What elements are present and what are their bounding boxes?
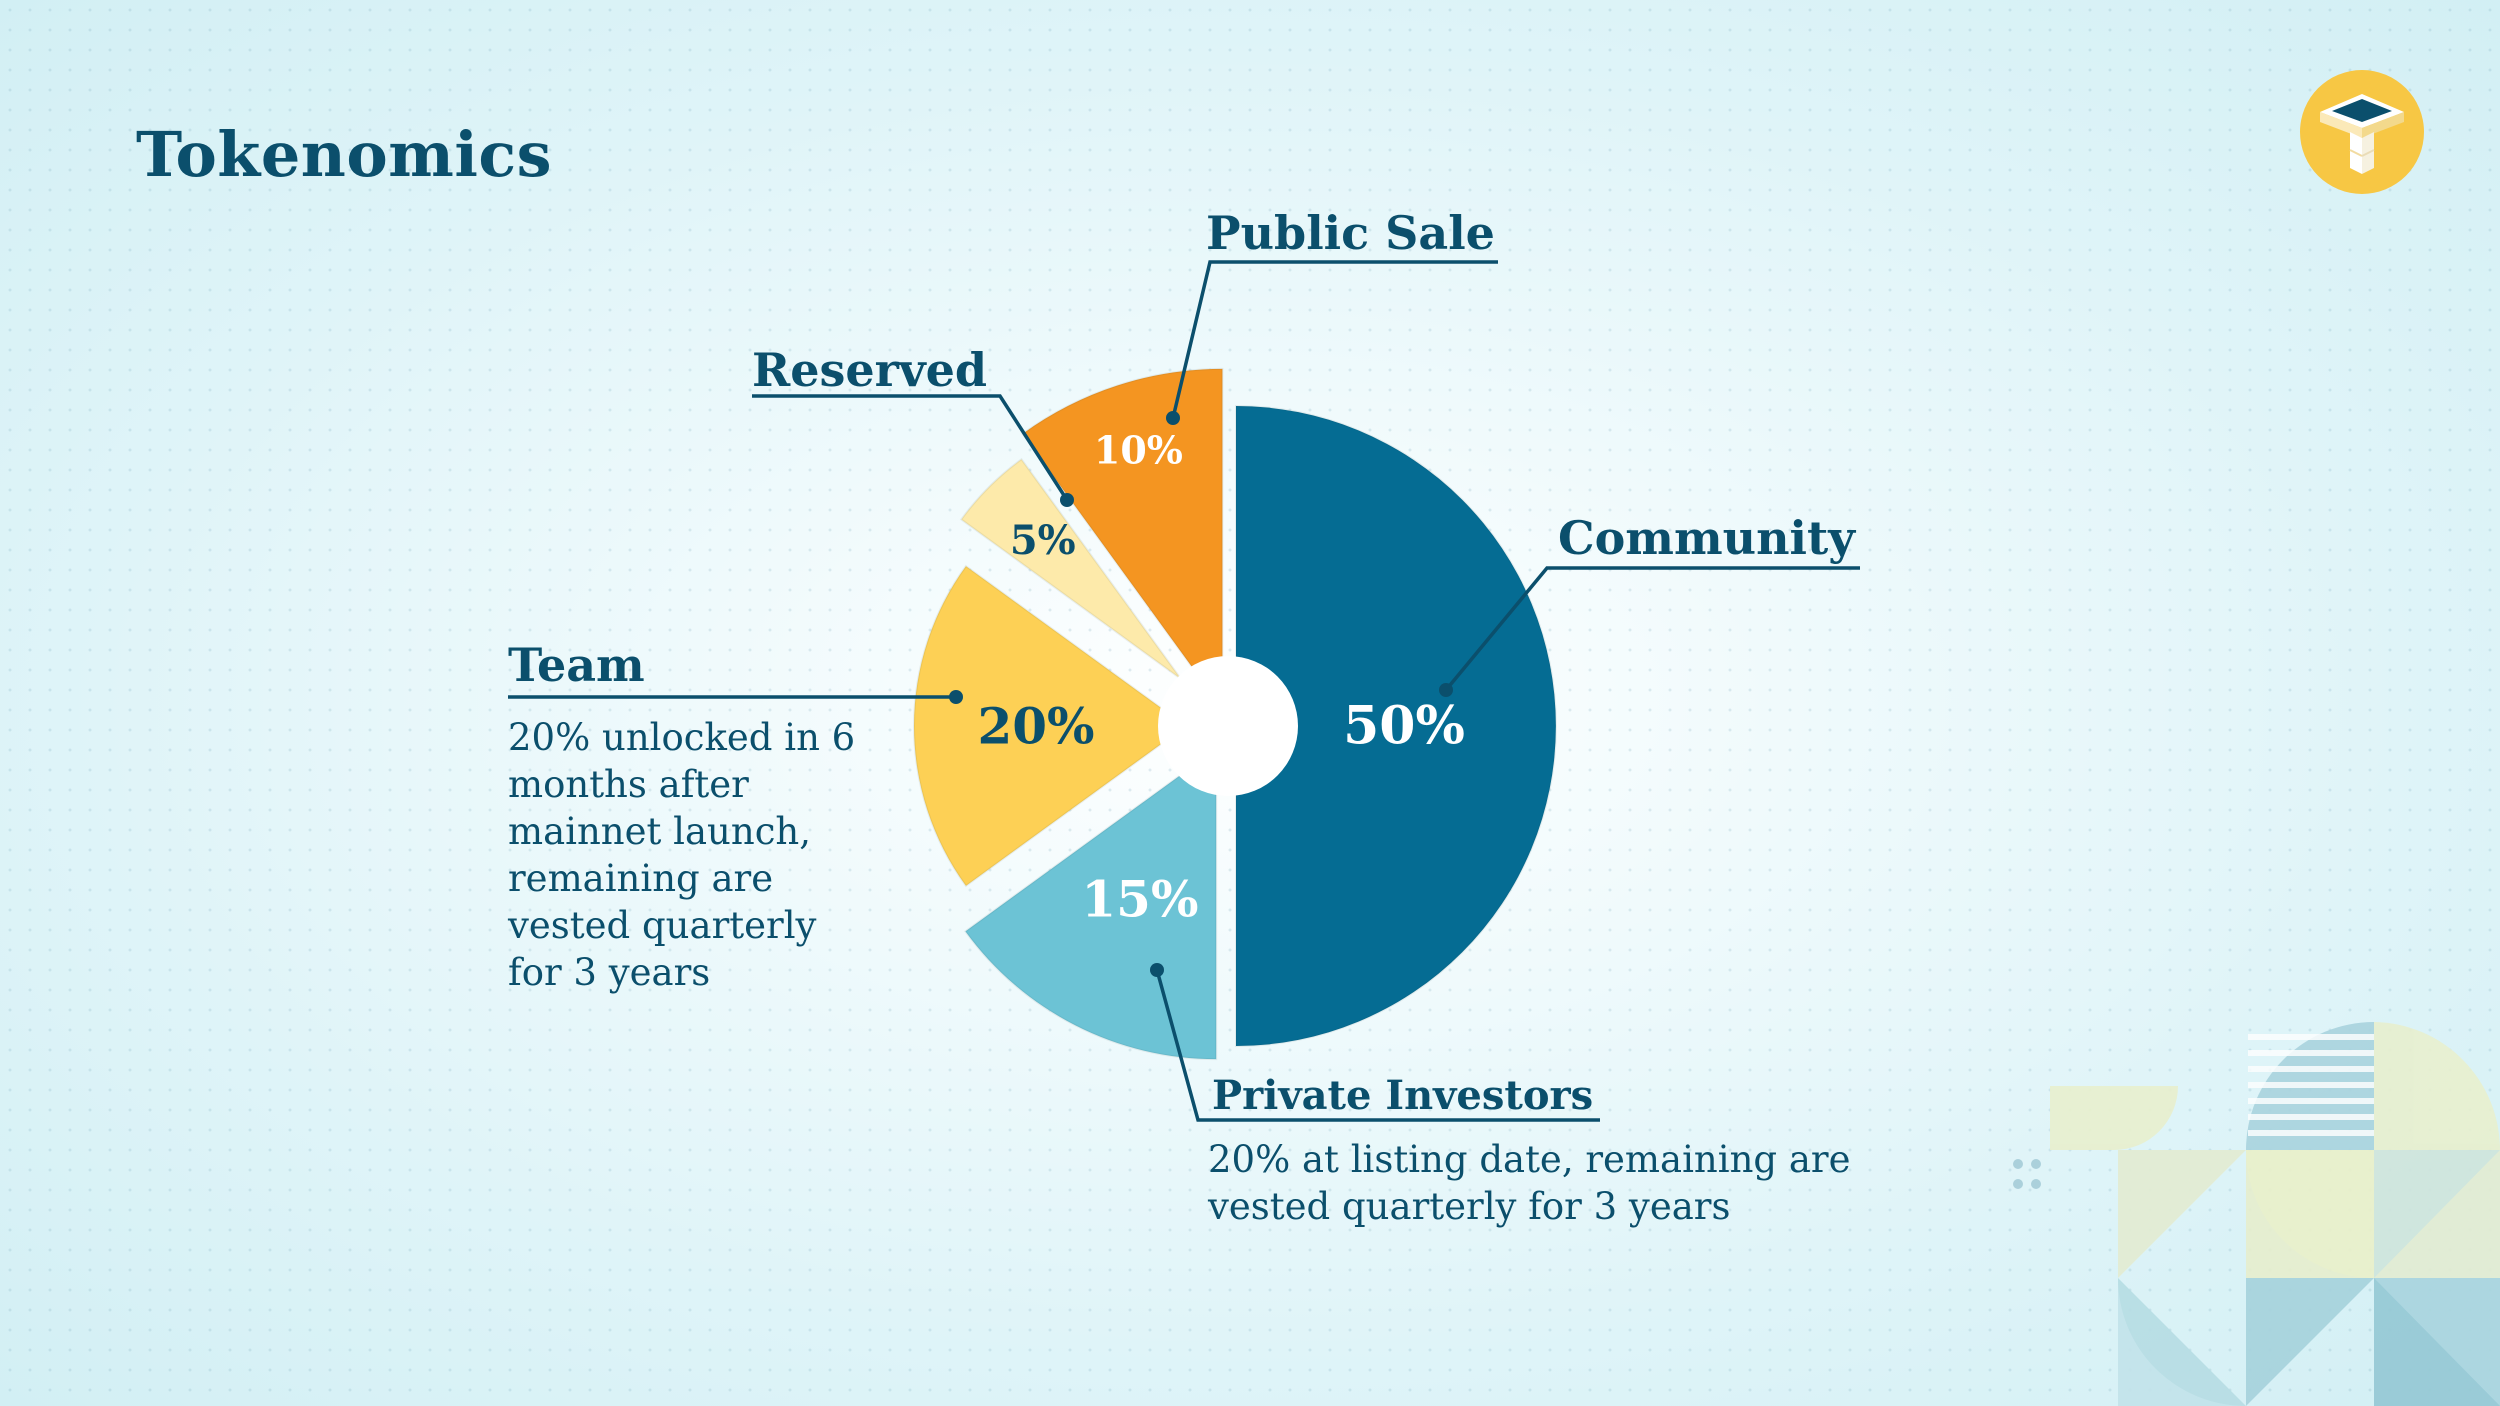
leader-dots <box>949 411 1453 977</box>
slice-community <box>1235 404 1557 1048</box>
reserved-leader-dot <box>1060 493 1074 507</box>
reserved-leader <box>752 394 1069 501</box>
private-investors-vesting-note: 20% at listing date, remaining are veste… <box>1208 1136 1851 1230</box>
leader-lines <box>508 260 1860 1122</box>
slice-label-public-sale: 10% <box>1094 428 1183 473</box>
private-investors-leader <box>1155 969 1600 1122</box>
slice-label-reserved: 5% <box>1010 517 1076 564</box>
team-note-line: 20% unlocked in 6 <box>508 716 856 759</box>
community-leader <box>1444 566 1860 692</box>
reserved-label: Reserved <box>752 343 988 397</box>
private-investors-label: Private Investors <box>1212 1072 1594 1119</box>
team-vesting-note: 20% unlocked in 6 months after mainnet l… <box>508 714 855 996</box>
slice-reserved <box>959 457 1183 681</box>
team-note-line: for 3 years <box>508 951 711 994</box>
public-sale-leader <box>1171 260 1498 419</box>
slice-label-private-investors: 15% <box>1081 869 1198 928</box>
slice-label-team: 20% <box>977 697 1094 756</box>
private-investors-leader-dot <box>1150 963 1164 977</box>
slice-team <box>913 564 1188 888</box>
community-label: Community <box>1558 511 1855 565</box>
public-sale-label: Public Sale <box>1206 206 1495 260</box>
t-block-logo-icon <box>2300 70 2424 194</box>
page-title: Tokenomics <box>136 118 553 191</box>
community-leader-dot <box>1439 683 1453 697</box>
team-label: Team <box>508 638 645 692</box>
private-investors-note-line: 20% at listing date, remaining are <box>1208 1138 1851 1181</box>
team-note-line: remaining are <box>508 857 774 900</box>
public-sale-leader-dot <box>1166 411 1180 425</box>
slice-private-investors <box>964 747 1218 1061</box>
slice-public-sale <box>1021 367 1224 712</box>
slice-label-community: 50% <box>1343 696 1465 757</box>
team-note-line: vested quarterly <box>508 904 817 947</box>
private-investors-note-line: vested quarterly for 3 years <box>1208 1185 1731 1228</box>
decorative-corner-shapes <box>2013 1022 2500 1406</box>
team-note-line: mainnet launch, <box>508 810 812 853</box>
pie-center-hole <box>1158 656 1298 796</box>
team-note-line: months after <box>508 763 749 806</box>
team-leader-dot <box>949 690 963 704</box>
